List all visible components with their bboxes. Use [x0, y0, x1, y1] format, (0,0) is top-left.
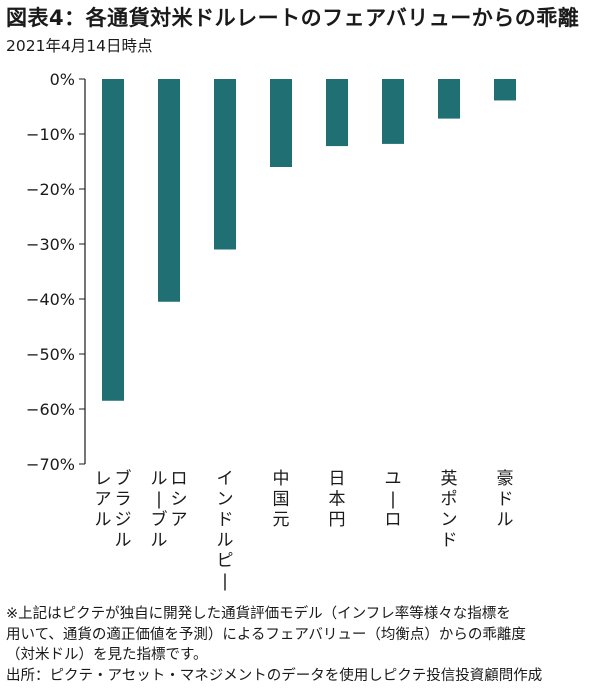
- x-tick-label: ユ|ロ: [385, 469, 402, 530]
- x-tick-label: 豪ドル: [497, 468, 514, 530]
- bar-chart: 0% −10% −20% −30% −40% −50% −60% −70% ブラジルレアルロシ…: [26, 70, 516, 592]
- y-tick-label: −50%: [26, 345, 75, 364]
- footnotes: ※上記はピクテが独自に開発した通貨評価モデル（インフレ率等様々な指標を 用いて、…: [6, 604, 606, 686]
- x-tick-label: インドルピ|: [217, 469, 234, 592]
- y-tick-label: −40%: [26, 290, 75, 309]
- bar: [270, 79, 292, 167]
- x-tick-label: ブラジルレアル: [95, 468, 132, 551]
- bar: [494, 79, 516, 101]
- footnote-line: （対米ドル）を見た指標です。: [6, 647, 208, 663]
- footnote-line: ※上記はピクテが独自に開発した通貨評価モデル（インフレ率等様々な指標を: [6, 606, 511, 622]
- bar: [382, 79, 404, 144]
- y-tick-label: −30%: [26, 235, 75, 254]
- chart-title: 図表4：各通貨対米ドルレートのフェアバリューからの乖離: [6, 6, 580, 30]
- y-tick-label: −10%: [26, 125, 75, 144]
- bar: [438, 79, 460, 119]
- footnote-line: 用いて、通貨の適正価値を予測）によるフェアバリュー（均衡点）からの乖離度: [6, 626, 526, 643]
- x-tick-label: ロシアル|ブル: [151, 469, 188, 551]
- y-tick-label: −60%: [26, 400, 75, 419]
- y-tick-label: −70%: [26, 455, 75, 474]
- bar: [214, 79, 236, 250]
- y-tick-label: 0%: [50, 70, 75, 89]
- chart-subtitle: 2021年4月14日時点: [6, 37, 153, 55]
- x-tick-label: 英ポンド: [441, 469, 458, 551]
- bar: [158, 79, 180, 302]
- x-tick-label: 日本円: [329, 469, 346, 530]
- y-tick-label: −20%: [26, 180, 75, 199]
- source-line: 出所：ピクテ・アセット・マネジメントのデータを使用しピクテ投信投資顧問作成: [6, 667, 543, 684]
- bar: [326, 79, 348, 147]
- bar: [102, 79, 124, 401]
- x-tick-label: 中国元: [273, 469, 290, 530]
